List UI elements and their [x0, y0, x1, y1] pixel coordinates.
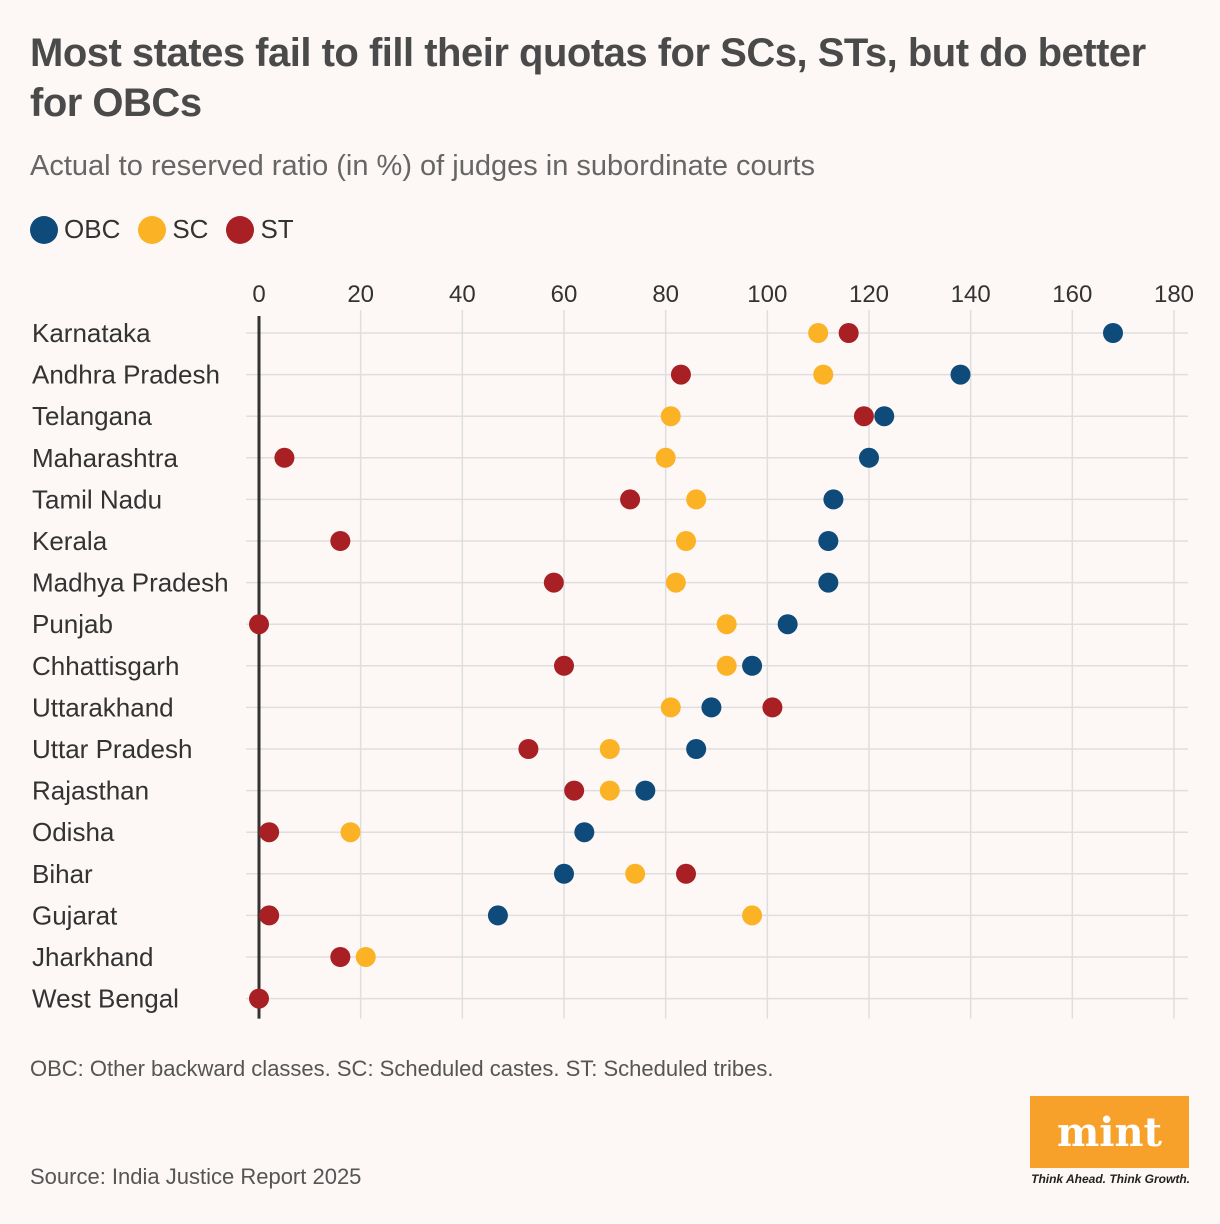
- dot-sc: [716, 655, 737, 676]
- mint-logo: mint: [1030, 1096, 1189, 1168]
- dot-obc: [701, 697, 722, 718]
- category-label: Chhattisgarh: [32, 651, 179, 681]
- x-tick-label-0: 0: [252, 281, 265, 308]
- category-label: Madhya Pradesh: [32, 568, 229, 598]
- x-tick-label-140: 140: [951, 281, 991, 308]
- x-tick-label-160: 160: [1052, 281, 1092, 308]
- category-label: Tamil Nadu: [32, 484, 162, 514]
- chart-title: Most states fail to fill their quotas fo…: [30, 31, 1146, 125]
- dot-st: [762, 697, 783, 718]
- category-label: Jharkhand: [32, 942, 153, 972]
- dot-sc: [599, 780, 620, 801]
- dot-sc: [742, 905, 763, 926]
- dot-obc: [686, 739, 707, 759]
- dot-st: [249, 614, 269, 635]
- category-label: Uttar Pradesh: [32, 734, 192, 764]
- legend-label-st: ST: [260, 214, 294, 244]
- dot-sc: [355, 947, 376, 967]
- dot-st: [554, 655, 574, 676]
- dot-st: [259, 905, 280, 926]
- dot-obc: [818, 531, 839, 551]
- footnote: OBC: Other backward classes. SC: Schedul…: [30, 1056, 774, 1081]
- x-tick-label-120: 120: [849, 281, 889, 308]
- legend-item-st: ST: [226, 214, 294, 245]
- dot-st: [676, 863, 696, 884]
- dot-sc: [625, 863, 646, 884]
- x-tick-label-40: 40: [449, 281, 476, 308]
- category-label: Maharashtra: [32, 443, 178, 473]
- dot-st: [670, 364, 691, 385]
- x-tick-label-60: 60: [551, 281, 578, 308]
- dot-obc: [859, 447, 879, 468]
- x-tick-label-20: 20: [347, 281, 374, 308]
- dot-obc: [554, 863, 574, 884]
- dot-obc: [574, 822, 595, 843]
- dot-obc: [823, 489, 844, 510]
- dot-st: [249, 988, 269, 1009]
- dot-st: [274, 447, 295, 468]
- dot-sc: [676, 531, 696, 551]
- dot-obc: [874, 406, 895, 427]
- dot-sc: [716, 614, 737, 635]
- dot-st: [838, 323, 859, 343]
- dot-sc: [660, 406, 681, 427]
- legend-label-obc: OBC: [64, 214, 121, 244]
- category-label: Telangana: [32, 401, 153, 431]
- source-note: Source: India Justice Report 2025: [30, 1164, 362, 1189]
- category-label: Gujarat: [32, 900, 118, 930]
- x-tick-label-100: 100: [747, 281, 787, 308]
- dot-obc: [777, 614, 798, 635]
- dot-sc: [686, 489, 707, 510]
- dot-st: [853, 406, 874, 427]
- dot-sc: [665, 572, 686, 593]
- dot-obc: [1103, 323, 1123, 343]
- dot-st: [620, 489, 641, 510]
- legend-label-sc: SC: [172, 214, 209, 244]
- brand-tagline: Think Ahead. Think Growth.: [1031, 1172, 1190, 1186]
- dot-sc: [599, 739, 620, 759]
- x-tick-label-180: 180: [1154, 281, 1194, 308]
- dot-st: [543, 572, 564, 593]
- category-label: Punjab: [32, 609, 113, 639]
- legend-item-sc: SC: [138, 214, 208, 245]
- legend-item-obc: OBC: [30, 214, 120, 245]
- dot-plot: 0 20 40 60 80 100 120 140 160 180 Karnataka Andhra …: [32, 281, 1194, 1019]
- dot-st: [330, 947, 351, 967]
- dot-sc: [660, 697, 681, 718]
- dot-st: [518, 739, 539, 759]
- dot-sc: [340, 822, 361, 843]
- x-tick-label-80: 80: [652, 281, 679, 308]
- category-label: Odisha: [32, 817, 115, 847]
- legend: OBC SC ST: [30, 214, 312, 245]
- dot-obc: [635, 780, 656, 801]
- legend-dot-st: [226, 215, 255, 244]
- chart-subtitle: Actual to reserved ratio (in %) of judge…: [30, 150, 816, 182]
- category-label: Kerala: [32, 526, 108, 556]
- legend-dot-sc: [138, 215, 167, 244]
- dot-sc: [655, 447, 676, 468]
- category-label: Rajasthan: [32, 776, 149, 806]
- category-label: West Bengal: [32, 984, 179, 1014]
- dot-obc: [487, 905, 508, 926]
- category-label: Bihar: [32, 859, 93, 889]
- category-label: Karnataka: [32, 318, 151, 348]
- dot-sc: [808, 323, 829, 343]
- category-label: Uttarakhand: [32, 692, 174, 722]
- dot-sc: [813, 364, 834, 385]
- dot-st: [330, 531, 351, 551]
- dot-st: [564, 780, 585, 801]
- dot-obc: [818, 572, 839, 593]
- dot-obc: [950, 364, 971, 385]
- dot-st: [259, 822, 280, 843]
- dot-obc: [742, 655, 763, 676]
- category-label: Andhra Pradesh: [32, 360, 220, 390]
- legend-dot-obc: [30, 215, 58, 244]
